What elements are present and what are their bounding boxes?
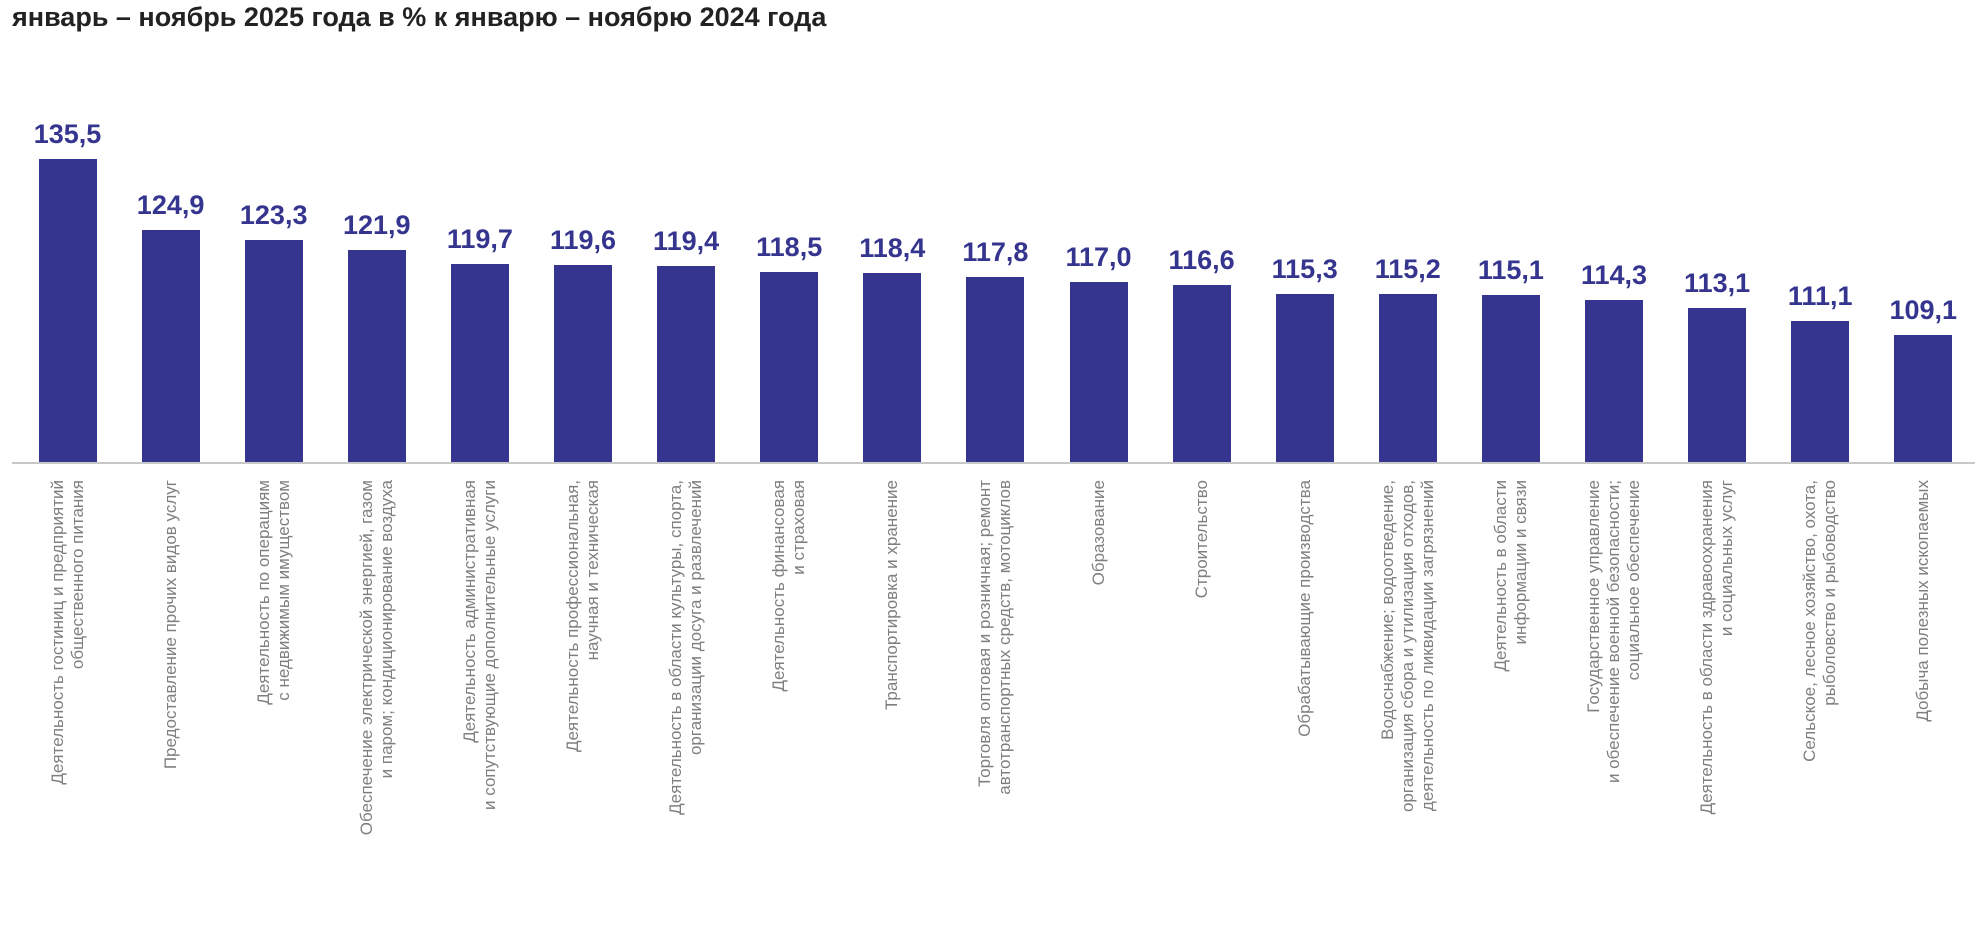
data-label: 114,3: [1580, 260, 1648, 291]
category-label: Строительство: [1191, 480, 1211, 599]
bar: [1894, 334, 1953, 462]
bar: [863, 272, 922, 462]
bar: [554, 264, 612, 462]
data-label: 109,1: [1889, 294, 1958, 325]
data-label: 119,6: [549, 224, 617, 255]
data-label: 118,5: [756, 232, 823, 263]
category-label: Деятельность по операциям с недвижимым и…: [253, 480, 293, 705]
data-label: 135,5: [33, 119, 102, 149]
bar: [1688, 308, 1747, 462]
bar: [1172, 284, 1231, 462]
data-label: 121,9: [343, 209, 411, 240]
bar: [1275, 293, 1334, 462]
data-label: 124,9: [136, 189, 205, 220]
data-label: 119,7: [446, 224, 513, 255]
category-label: Деятельность в области здравоохранения и…: [1697, 480, 1737, 815]
bar: [1069, 282, 1128, 462]
category-label: Деятельность гостиниц и предприятий обще…: [47, 480, 87, 785]
bar: [760, 272, 819, 462]
data-label: 115,2: [1374, 254, 1441, 285]
category-label: Обрабатывающие производства: [1294, 480, 1314, 737]
category-label: Предоставление прочих видов услуг: [160, 480, 180, 770]
bar: [244, 240, 303, 462]
category-label: Государственное управление и обеспечение…: [1584, 480, 1643, 784]
bar: [1481, 294, 1540, 462]
category-label: Деятельность в области информации и связ…: [1490, 480, 1530, 672]
bar: [966, 276, 1025, 462]
bar: [38, 159, 97, 462]
category-label: Деятельность в области культуры, спорта,…: [666, 480, 706, 815]
bar: [347, 249, 406, 462]
category-label: Транспортировка и хранение: [882, 480, 902, 710]
data-label: 116,6: [1168, 244, 1235, 275]
category-label: Деятельность профессиональная, научная и…: [563, 480, 602, 753]
chart-title: январь – ноябрь 2025 года в % к январю –…: [12, 2, 827, 32]
bar: [141, 229, 200, 462]
data-label: 117,8: [962, 236, 1029, 267]
category-label: Деятельность административная и сопутств…: [459, 480, 499, 810]
bar: [1791, 321, 1850, 462]
category-label: Добыча полезных ископаемых: [1913, 480, 1933, 722]
category-label: Водоснабжение; водоотведение, организаци…: [1377, 480, 1437, 813]
bar: [657, 266, 716, 462]
data-label: 118,4: [859, 232, 926, 263]
data-label: 117,0: [1065, 242, 1132, 273]
category-label: Торговля оптовая и розничная; ремонт авт…: [975, 480, 1015, 795]
data-label: 113,1: [1684, 268, 1751, 299]
category-label: Деятельность финансовая и страховая: [769, 480, 809, 692]
bar: [1585, 300, 1643, 462]
category-label: Обеспечение электрической энергией, газо…: [356, 480, 396, 836]
data-label: 119,4: [653, 226, 720, 257]
bar: [450, 264, 509, 462]
x-axis-line: [12, 462, 1975, 464]
category-label: Сельское, лесное хозяйство, охота, рыбол…: [1800, 480, 1840, 762]
category-label: Образование: [1088, 480, 1108, 586]
data-label: 115,1: [1477, 254, 1544, 285]
bar: [1378, 294, 1437, 462]
data-label: 115,3: [1271, 253, 1338, 284]
data-label: 123,3: [239, 200, 308, 231]
data-label: 111,1: [1787, 281, 1853, 312]
